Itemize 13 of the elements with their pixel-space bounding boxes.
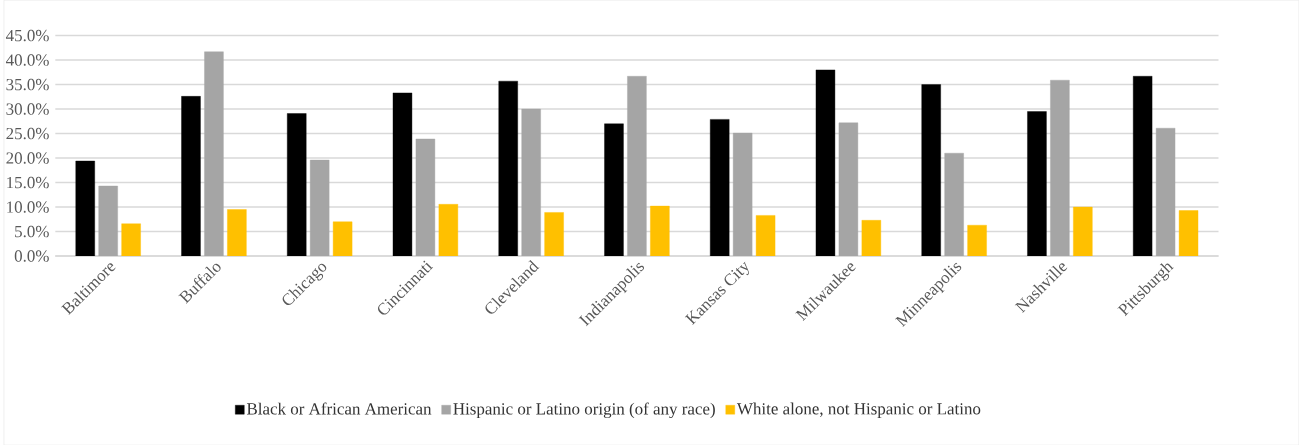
y-tick-label: 5.0% bbox=[15, 225, 49, 238]
y-tick-label: 10.0% bbox=[7, 201, 49, 213]
y-tick-label: 30.0% bbox=[6, 103, 49, 115]
y-tick-label: 25.0% bbox=[6, 127, 49, 140]
y-tick-label: 45.0% bbox=[5, 29, 49, 42]
y-tick-label: 40.0% bbox=[5, 54, 49, 66]
y-tick-label: 15.0% bbox=[7, 176, 49, 189]
legend-label: White alone, not Hispanic or Latino bbox=[736, 402, 981, 418]
y-tick-label: 35.0% bbox=[6, 78, 49, 91]
legend-label: Black or African American bbox=[246, 402, 432, 415]
y-tick-label: 0.0% bbox=[14, 250, 49, 262]
y-tick-label: 20.0% bbox=[6, 152, 49, 164]
legend-label: Hispanic or Latino origin (of any race) bbox=[453, 402, 715, 418]
